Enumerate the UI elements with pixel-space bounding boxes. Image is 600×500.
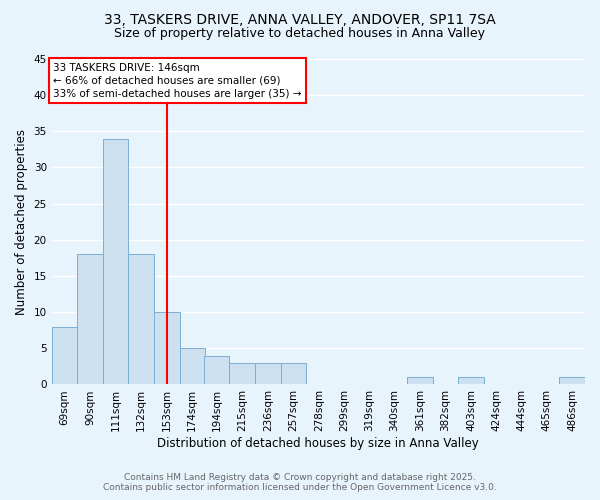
Text: Size of property relative to detached houses in Anna Valley: Size of property relative to detached ho… xyxy=(115,28,485,40)
Bar xyxy=(128,254,154,384)
Bar xyxy=(229,363,255,384)
Bar xyxy=(255,363,281,384)
Bar xyxy=(458,377,484,384)
Bar xyxy=(77,254,103,384)
Bar xyxy=(154,312,179,384)
Bar xyxy=(103,138,128,384)
Text: 33, TASKERS DRIVE, ANNA VALLEY, ANDOVER, SP11 7SA: 33, TASKERS DRIVE, ANNA VALLEY, ANDOVER,… xyxy=(104,12,496,26)
X-axis label: Distribution of detached houses by size in Anna Valley: Distribution of detached houses by size … xyxy=(157,437,479,450)
Bar xyxy=(204,356,229,384)
Bar xyxy=(179,348,205,384)
Bar xyxy=(281,363,306,384)
Bar xyxy=(407,377,433,384)
Text: 33 TASKERS DRIVE: 146sqm
← 66% of detached houses are smaller (69)
33% of semi-d: 33 TASKERS DRIVE: 146sqm ← 66% of detach… xyxy=(53,62,301,99)
Bar xyxy=(559,377,585,384)
Bar xyxy=(52,326,77,384)
Y-axis label: Number of detached properties: Number of detached properties xyxy=(15,128,28,314)
Text: Contains HM Land Registry data © Crown copyright and database right 2025.
Contai: Contains HM Land Registry data © Crown c… xyxy=(103,473,497,492)
